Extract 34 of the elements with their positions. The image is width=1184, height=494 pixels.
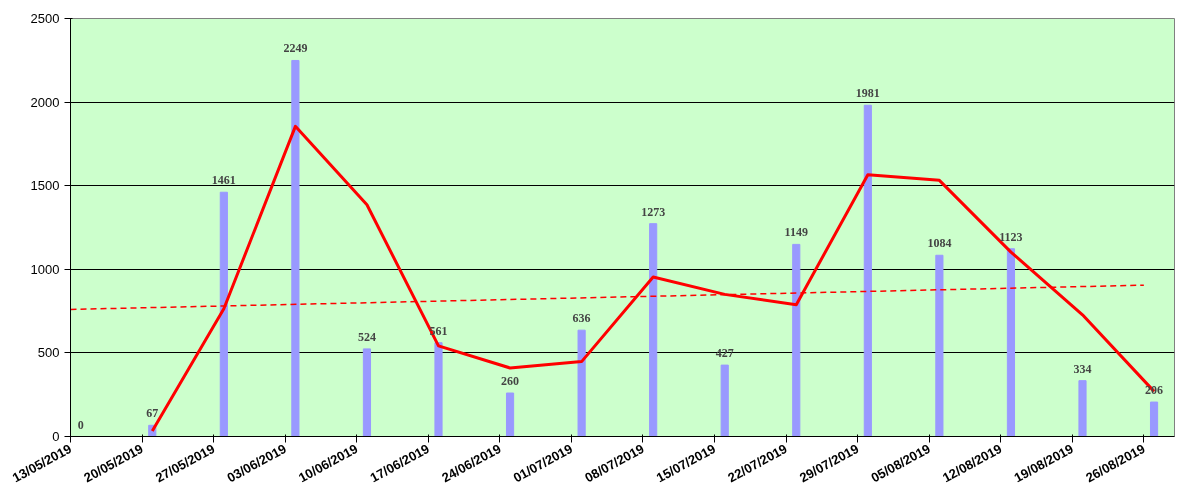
data-label: 1149 — [784, 225, 808, 240]
data-label: 636 — [572, 311, 591, 326]
bar — [792, 243, 801, 437]
y-tick-label: 500 — [37, 345, 60, 361]
y-tick-label: 0 — [52, 429, 60, 444]
bar — [863, 104, 872, 437]
bar — [1078, 380, 1087, 437]
y-tick-label: 2000 — [30, 94, 60, 110]
bar — [577, 329, 586, 437]
data-label: 2249 — [283, 41, 308, 56]
bar — [362, 348, 372, 437]
data-label: 1461 — [211, 173, 236, 188]
bar — [219, 191, 228, 437]
bar — [1149, 401, 1159, 437]
y-tick-label: 2500 — [30, 11, 60, 26]
data-label: 260 — [501, 374, 520, 389]
data-label: 206 — [1145, 383, 1164, 398]
data-label: 1981 — [855, 86, 880, 101]
data-label: 1084 — [927, 236, 952, 251]
bar — [291, 59, 300, 437]
bar — [1006, 248, 1016, 437]
bar — [720, 364, 729, 437]
data-label: 334 — [1073, 361, 1092, 376]
data-label: 0 — [77, 417, 84, 432]
y-tick-label: 1000 — [30, 261, 60, 277]
y-tick-label: 1500 — [30, 178, 60, 194]
bar — [434, 342, 443, 437]
bar — [649, 223, 658, 437]
bar — [935, 254, 944, 437]
bar — [505, 392, 515, 437]
data-label: 67 — [146, 406, 159, 421]
data-label: 1273 — [641, 204, 666, 219]
data-label: 1123 — [999, 229, 1023, 244]
data-label: 524 — [357, 329, 376, 344]
